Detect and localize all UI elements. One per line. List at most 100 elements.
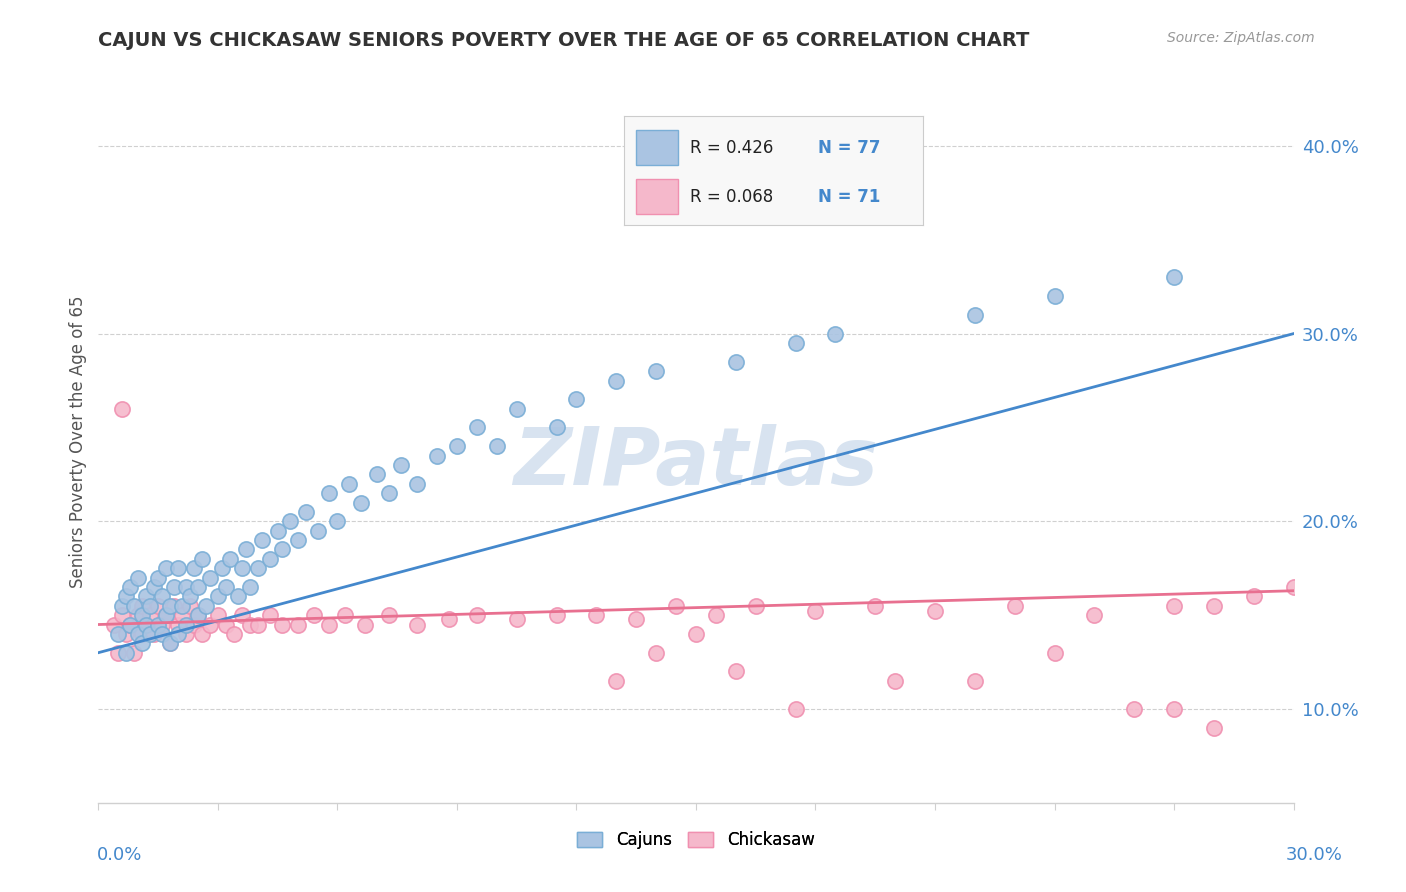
Point (546, 420, 568, 434)
Point (143, 627, 166, 641)
Point (287, 533, 309, 547)
Point (150, 617, 173, 632)
Point (506, 612, 529, 626)
Point (235, 542, 257, 557)
Point (211, 561, 233, 575)
Point (167, 627, 190, 641)
Point (231, 561, 253, 575)
Point (239, 580, 262, 594)
Point (155, 608, 177, 623)
Point (111, 608, 134, 623)
Point (350, 495, 373, 509)
Point (270, 542, 292, 557)
Point (187, 608, 209, 623)
Point (1123, 702, 1146, 716)
Point (226, 590, 249, 604)
Point (259, 551, 281, 566)
Point (191, 627, 214, 641)
Text: 30.0%: 30.0% (1286, 846, 1343, 863)
Point (326, 514, 349, 528)
Point (270, 617, 292, 632)
Point (139, 599, 162, 613)
Point (724, 665, 747, 679)
Point (605, 673, 627, 688)
Point (124, 599, 146, 613)
Point (1202, 599, 1225, 613)
Point (446, 439, 468, 453)
Point (585, 608, 607, 623)
Point (187, 580, 209, 594)
Point (167, 561, 190, 575)
Point (163, 580, 186, 594)
Point (131, 608, 153, 623)
Legend: Cajuns, Chickasaw: Cajuns, Chickasaw (571, 824, 821, 856)
Point (187, 608, 209, 623)
Point (1163, 702, 1185, 716)
Point (239, 617, 262, 632)
Point (1282, 580, 1305, 594)
Point (1004, 599, 1026, 613)
Y-axis label: Seniors Poverty Over the Age of 65: Seniors Poverty Over the Age of 65 (69, 295, 87, 588)
Point (506, 401, 529, 416)
Point (1243, 590, 1265, 604)
Point (148, 571, 170, 585)
Point (207, 608, 229, 623)
Point (207, 590, 229, 604)
Point (111, 599, 134, 613)
Point (139, 608, 162, 623)
Point (1163, 270, 1185, 285)
Point (250, 533, 273, 547)
Point (135, 590, 157, 604)
Point (155, 608, 177, 623)
Text: CAJUN VS CHICKASAW SENIORS POVERTY OVER THE AGE OF 65 CORRELATION CHART: CAJUN VS CHICKASAW SENIORS POVERTY OVER … (98, 31, 1029, 50)
Point (183, 561, 205, 575)
Point (865, 599, 887, 613)
Point (339, 476, 361, 491)
Point (366, 467, 388, 482)
Point (150, 590, 173, 604)
Point (163, 599, 186, 613)
Text: Source: ZipAtlas.com: Source: ZipAtlas.com (1167, 31, 1315, 45)
Point (219, 551, 242, 566)
Point (172, 599, 194, 613)
Point (665, 599, 688, 613)
Point (143, 580, 166, 594)
Point (685, 627, 707, 641)
Point (318, 617, 340, 632)
Point (378, 486, 401, 500)
Point (605, 374, 627, 388)
Point (179, 599, 201, 613)
Point (485, 439, 508, 453)
Point (406, 476, 429, 491)
Point (465, 608, 488, 623)
Point (267, 524, 290, 538)
Point (107, 627, 129, 641)
Point (174, 617, 197, 632)
Point (148, 599, 170, 613)
Point (120, 580, 142, 594)
Point (924, 604, 946, 618)
Text: ZIPatlas: ZIPatlas (513, 425, 879, 502)
Point (127, 627, 149, 641)
Point (103, 617, 125, 632)
Point (278, 514, 301, 528)
Point (1043, 646, 1066, 660)
Point (198, 571, 221, 585)
Point (139, 627, 162, 641)
Point (159, 636, 181, 650)
Point (159, 599, 181, 613)
Point (124, 646, 146, 660)
Point (111, 401, 134, 416)
Text: 0.0%: 0.0% (97, 846, 142, 863)
Point (198, 617, 221, 632)
Point (195, 599, 218, 613)
Point (167, 617, 190, 632)
Point (963, 673, 986, 688)
Point (183, 617, 205, 632)
Point (1202, 721, 1225, 735)
Point (824, 326, 846, 341)
Point (131, 636, 153, 650)
Point (704, 608, 727, 623)
Point (172, 608, 194, 623)
Point (378, 608, 401, 623)
